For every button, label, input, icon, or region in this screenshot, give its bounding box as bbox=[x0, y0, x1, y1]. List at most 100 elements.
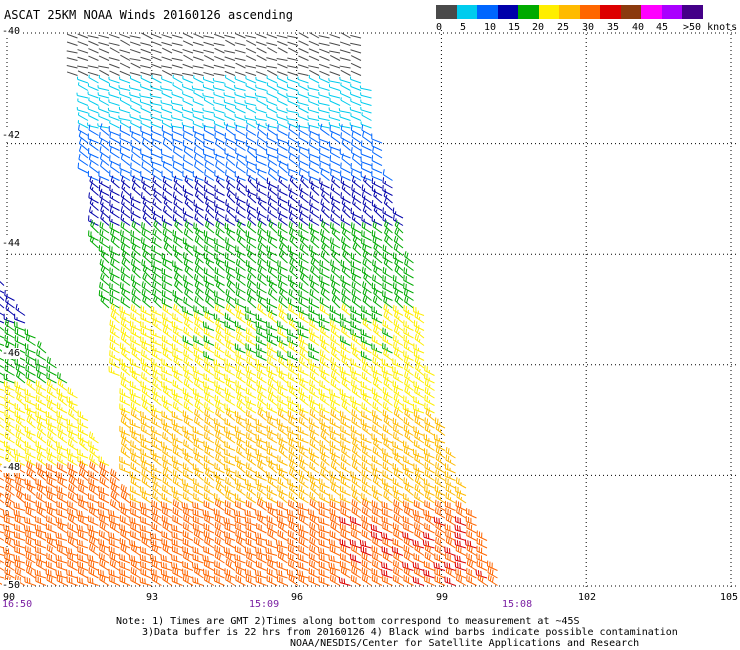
wind-barb bbox=[214, 47, 225, 54]
wind-barb bbox=[152, 491, 162, 504]
wind-barb bbox=[382, 282, 393, 294]
wind-barb bbox=[330, 274, 341, 286]
wind-barb bbox=[286, 115, 299, 121]
wind-barb bbox=[371, 140, 383, 151]
wind-barb bbox=[267, 370, 278, 384]
wind-barb bbox=[319, 48, 330, 54]
wind-barb bbox=[289, 235, 299, 249]
wind-barb bbox=[121, 288, 131, 301]
wind-barb bbox=[298, 206, 309, 219]
wind-barb bbox=[362, 258, 372, 271]
wind-barb bbox=[299, 348, 309, 361]
wind-barb bbox=[267, 191, 278, 204]
wind-barb bbox=[56, 454, 68, 466]
wind-barb bbox=[309, 371, 320, 384]
wind-barb bbox=[223, 121, 236, 129]
wind-barb bbox=[182, 83, 194, 91]
wind-barb bbox=[223, 99, 236, 106]
wind-barb bbox=[309, 191, 320, 204]
wind-barb bbox=[330, 54, 341, 61]
wind-barb bbox=[328, 78, 341, 84]
wind-barb bbox=[321, 190, 330, 204]
wind-barb bbox=[98, 106, 110, 114]
wind-barb bbox=[342, 205, 351, 219]
wind-barb bbox=[128, 539, 141, 549]
wind-barb bbox=[351, 476, 362, 489]
wind-barb bbox=[321, 242, 330, 256]
wind-barb bbox=[205, 468, 215, 481]
wind-barb bbox=[142, 295, 152, 309]
wind-barb bbox=[0, 560, 5, 564]
wind-barb bbox=[35, 516, 47, 526]
wind-barb bbox=[183, 228, 194, 241]
wind-barb bbox=[152, 273, 162, 286]
wind-barb bbox=[109, 222, 120, 234]
wind-barb bbox=[340, 124, 351, 136]
wind-barb bbox=[351, 566, 362, 579]
wind-barb bbox=[195, 287, 204, 301]
wind-barb bbox=[119, 76, 131, 84]
wind-barb bbox=[161, 90, 173, 99]
wind-barb bbox=[277, 63, 288, 69]
wind-barb bbox=[171, 72, 183, 76]
wind-barb bbox=[162, 259, 173, 271]
wind-barb bbox=[298, 311, 309, 324]
wind-barb bbox=[161, 358, 173, 369]
wind-barb bbox=[340, 177, 351, 189]
wind-barb bbox=[244, 115, 257, 121]
wind-barb bbox=[120, 153, 131, 166]
wind-barb bbox=[193, 326, 204, 339]
wind-barb bbox=[131, 280, 141, 294]
wind-barb bbox=[192, 546, 204, 556]
wind-barb bbox=[66, 33, 78, 39]
wind-barb bbox=[24, 516, 36, 526]
wind-barb bbox=[26, 431, 36, 444]
wind-barbs bbox=[0, 32, 498, 586]
wind-barb bbox=[107, 107, 120, 114]
legend-swatch bbox=[620, 5, 642, 19]
wind-barb bbox=[351, 139, 362, 151]
wind-barb bbox=[203, 244, 215, 256]
wind-barb bbox=[203, 424, 215, 436]
wind-barb bbox=[298, 132, 309, 144]
wind-barb bbox=[224, 237, 236, 249]
wind-barb bbox=[99, 281, 110, 294]
wind-barb bbox=[36, 431, 47, 444]
wind-barb bbox=[108, 99, 120, 106]
wind-barb bbox=[151, 161, 162, 174]
wind-barb bbox=[110, 235, 120, 249]
wind-barb bbox=[267, 310, 278, 324]
wind-barb bbox=[298, 47, 309, 54]
wind-barb bbox=[360, 171, 372, 181]
wind-barb bbox=[246, 124, 257, 136]
wind-barb bbox=[350, 320, 362, 331]
wind-barb bbox=[173, 370, 183, 384]
wind-barb bbox=[351, 333, 362, 346]
wind-barb bbox=[299, 243, 309, 256]
time-label-middle: 15:09 bbox=[249, 599, 280, 610]
wind-barb bbox=[330, 370, 341, 384]
wind-barb bbox=[182, 75, 194, 84]
wind-barb bbox=[403, 327, 414, 339]
wind-barb bbox=[266, 321, 278, 331]
wind-barb bbox=[444, 576, 456, 586]
wind-barb bbox=[204, 409, 215, 421]
wind-barb bbox=[266, 297, 278, 309]
wind-barb bbox=[288, 304, 299, 316]
wind-barb bbox=[320, 340, 330, 354]
wind-barb bbox=[214, 297, 225, 309]
wind-barb bbox=[172, 82, 183, 91]
wind-barb bbox=[277, 139, 288, 151]
wind-barb bbox=[298, 55, 309, 61]
wind-barb bbox=[150, 84, 162, 91]
wind-barb bbox=[371, 133, 383, 144]
wind-barb bbox=[150, 121, 162, 129]
wind-barb bbox=[67, 491, 78, 504]
wind-barb bbox=[182, 162, 194, 174]
wind-barb bbox=[109, 170, 120, 181]
wind-barb bbox=[162, 131, 173, 144]
wind-barb bbox=[89, 453, 99, 466]
wind-barb bbox=[108, 33, 120, 39]
wind-barb bbox=[173, 206, 183, 219]
wind-barb bbox=[351, 175, 362, 189]
